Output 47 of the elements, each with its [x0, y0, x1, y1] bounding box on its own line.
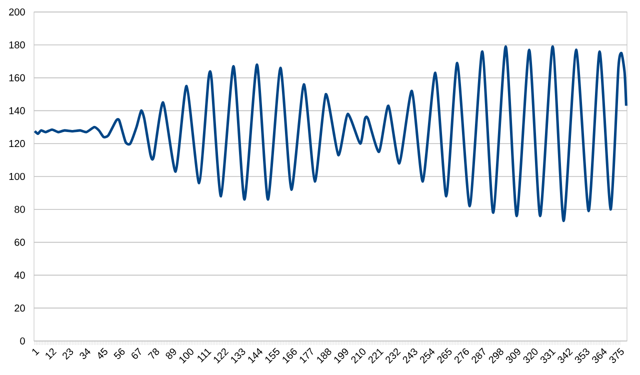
- y-tick-label: 100: [9, 172, 25, 180]
- x-tick-label: 232: [386, 348, 401, 364]
- x-tick-label: 364: [592, 348, 607, 363]
- x-tick-label: 353: [574, 348, 590, 363]
- x-tick-label: 23: [62, 348, 74, 360]
- x-tick-label: 1: [32, 348, 40, 356]
- x-tick-label: 144: [248, 348, 263, 364]
- y-tick-label: 180: [9, 41, 25, 48]
- x-tick-label: 188: [317, 348, 332, 364]
- x-tick-label: 45: [98, 348, 108, 359]
- x-tick-label: 320: [523, 348, 538, 363]
- x-tick-label: 78: [148, 348, 160, 359]
- x-tick-label: 309: [506, 348, 520, 363]
- x-tick-label: 221: [368, 348, 384, 364]
- x-tick-label: 210: [351, 348, 366, 364]
- x-tick-label: 265: [437, 348, 452, 364]
- x-tick-label: 199: [334, 348, 348, 364]
- x-tick-label: 100: [179, 348, 194, 364]
- x-tick-label: 56: [114, 348, 125, 360]
- x-tick-label: 111: [198, 348, 212, 362]
- x-tick-label: 133: [231, 348, 246, 364]
- x-tick-label: 342: [558, 348, 573, 363]
- x-tick-label: 12: [46, 348, 57, 360]
- x-tick-label: 331: [540, 348, 556, 363]
- x-tick-label: 254: [420, 348, 435, 364]
- y-tick-label: 200: [9, 8, 25, 16]
- x-tick-label: 166: [282, 348, 297, 364]
- x-tick-label: 122: [214, 348, 229, 364]
- x-tick-label: 34: [80, 348, 90, 360]
- x-tick-label: 276: [454, 348, 469, 364]
- y-tick-label: 80: [14, 206, 25, 213]
- y-tick-label: 160: [9, 74, 25, 82]
- y-tick-label: 60: [14, 238, 25, 246]
- x-tick-label: 67: [132, 348, 141, 359]
- x-tick-label: 177: [300, 348, 313, 364]
- y-tick-label: 120: [9, 140, 25, 148]
- x-tick-label: 243: [402, 348, 418, 364]
- y-tick-label: 40: [14, 272, 25, 279]
- x-tick-label: 375: [609, 348, 624, 363]
- x-tick-label: 298: [488, 348, 504, 364]
- x-tick-label: 89: [166, 348, 176, 360]
- line-series: [34, 45, 628, 222]
- y-tick-label: 0: [20, 337, 25, 345]
- y-tick-label: 140: [9, 107, 25, 114]
- y-tick-label: 20: [14, 304, 25, 312]
- x-tick-label: 287: [472, 348, 486, 364]
- x-tick-label: 155: [265, 348, 280, 364]
